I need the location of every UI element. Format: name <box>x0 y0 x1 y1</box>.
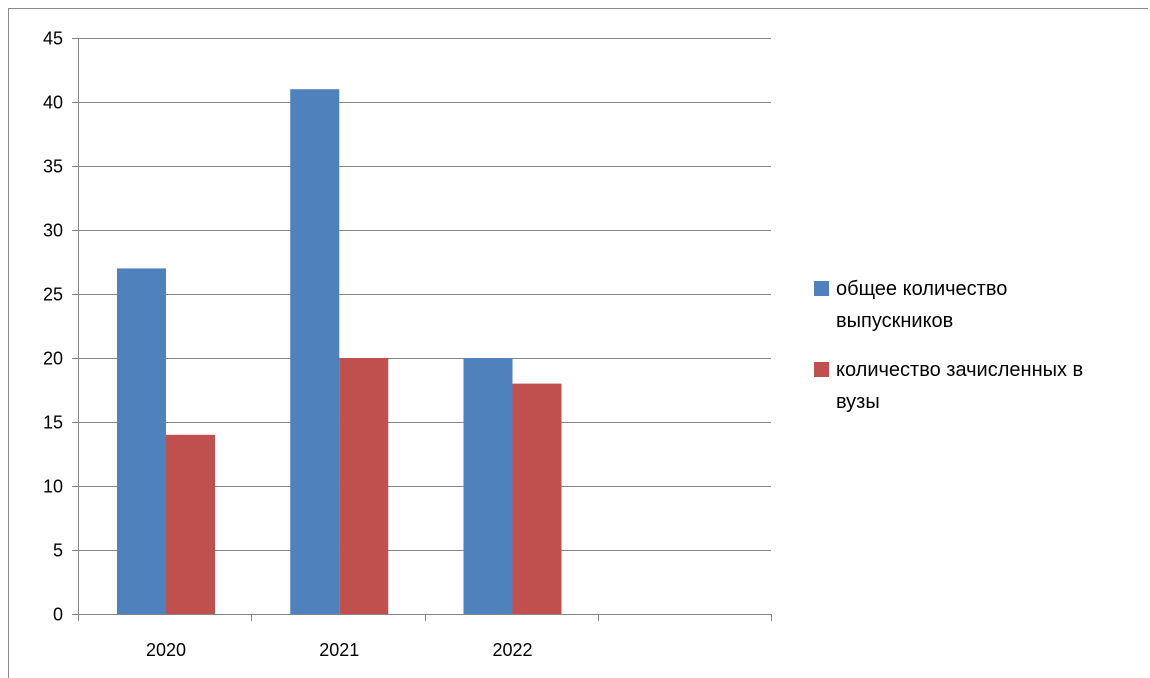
x-tick-label: 2022 <box>492 640 532 660</box>
y-tick-label: 10 <box>43 477 63 497</box>
x-tick-labels: 2020 2021 2022 <box>146 640 533 660</box>
y-tick-label: 0 <box>53 605 63 625</box>
y-tick-label: 25 <box>43 285 63 305</box>
legend-label: общее количество <box>836 278 1007 300</box>
bar <box>463 358 513 614</box>
y-tick-label: 5 <box>53 541 63 561</box>
y-tick-label: 45 <box>43 29 63 49</box>
bar <box>117 268 166 614</box>
y-tick-label: 30 <box>43 221 63 241</box>
bars <box>117 89 562 614</box>
y-tick-labels: 0 5 10 15 20 25 30 35 40 45 <box>43 29 63 625</box>
legend-label: вузы <box>836 391 880 413</box>
legend-swatch <box>814 281 829 296</box>
axes <box>72 38 772 621</box>
chart-frame <box>8 8 1148 678</box>
legend: общее количество выпускников количество за… <box>814 278 1083 413</box>
x-tick-label: 2021 <box>319 640 359 660</box>
y-tick-label: 15 <box>43 413 63 433</box>
legend-label: количество зачисленных в <box>836 359 1083 381</box>
bar <box>166 434 215 614</box>
y-tick-label: 20 <box>43 349 63 369</box>
legend-swatch <box>814 362 829 377</box>
x-tick-label: 2020 <box>146 640 186 660</box>
bar <box>290 89 340 614</box>
bar <box>339 358 389 614</box>
gridlines <box>78 38 771 551</box>
y-tick-label: 40 <box>43 93 63 113</box>
legend-label: выпускников <box>836 310 953 332</box>
bar <box>512 383 562 614</box>
y-tick-label: 35 <box>43 157 63 177</box>
